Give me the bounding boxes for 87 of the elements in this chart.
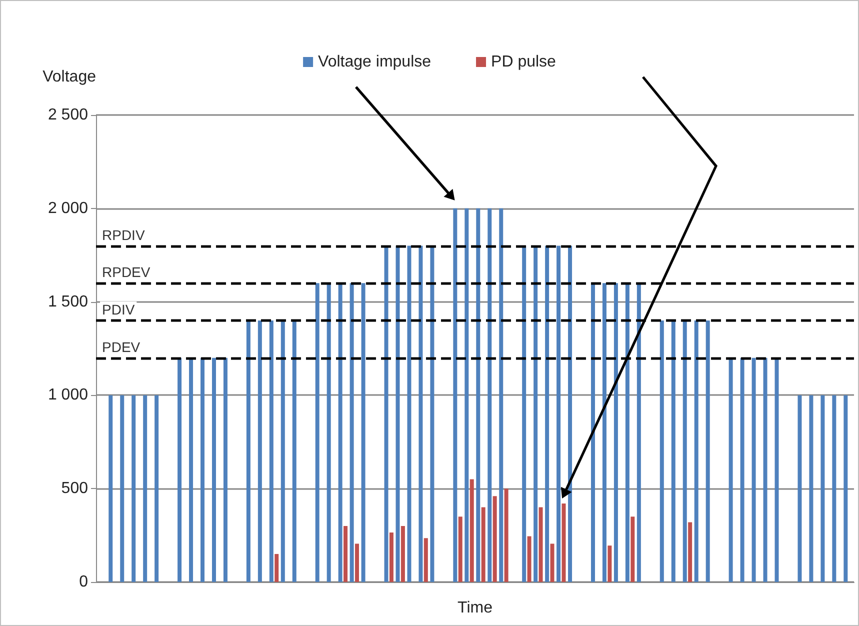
bar	[556, 246, 561, 582]
x-axis-title: Time	[458, 600, 493, 616]
bar	[344, 526, 348, 582]
bar	[499, 208, 504, 582]
bar	[522, 246, 526, 582]
legend-label: Voltage impulse	[318, 54, 432, 70]
y-tick-label: 2 500	[48, 106, 88, 124]
bar	[625, 283, 630, 582]
y-tick-label: 1 500	[48, 293, 88, 310]
bar	[630, 516, 635, 582]
bar	[568, 246, 572, 582]
bar	[280, 320, 285, 582]
bar	[752, 358, 756, 582]
bar	[706, 320, 710, 582]
bar	[774, 358, 779, 582]
bar	[660, 320, 664, 582]
bar	[688, 522, 692, 582]
ref-line-label: RPDEV	[102, 264, 151, 280]
bar	[453, 208, 458, 582]
bar	[143, 395, 148, 582]
bar	[338, 283, 342, 582]
bar	[562, 504, 566, 582]
bar	[602, 283, 606, 582]
bar	[315, 283, 320, 582]
bar	[269, 320, 274, 582]
bar	[682, 320, 687, 582]
bar	[481, 507, 486, 582]
bar	[504, 488, 508, 582]
y-tick-label: 0	[79, 574, 88, 590]
bar	[798, 395, 802, 582]
bar	[200, 358, 205, 582]
y-axis-title: Voltage	[42, 68, 96, 86]
ref-line-label: PDEV	[102, 338, 141, 355]
bar	[534, 246, 538, 582]
bar	[636, 283, 641, 582]
ref-line-label: PDIV	[102, 301, 136, 318]
bar	[763, 358, 768, 582]
y-tick-label: 2 000	[48, 200, 88, 217]
bar	[614, 283, 618, 582]
bar	[671, 320, 676, 582]
bar	[223, 358, 228, 582]
bar	[132, 395, 136, 582]
bar	[492, 496, 497, 582]
bar	[545, 246, 550, 582]
bar	[694, 320, 698, 582]
bar	[178, 358, 182, 582]
legend-label: PD pulse	[491, 54, 556, 70]
y-tick-label: 500	[61, 480, 88, 498]
bar	[740, 358, 744, 582]
bar	[418, 246, 423, 582]
bar	[458, 516, 462, 582]
bar	[470, 479, 474, 582]
bar	[538, 507, 543, 582]
bar	[274, 554, 279, 582]
bar	[820, 395, 825, 582]
y-tick-label: 1 000	[48, 386, 88, 404]
bar	[361, 283, 366, 582]
bar	[292, 320, 296, 582]
bar	[212, 358, 216, 582]
bar	[326, 283, 331, 582]
bar	[350, 283, 354, 582]
bar	[590, 283, 595, 582]
bar	[258, 320, 262, 582]
bar	[108, 395, 113, 582]
bar	[809, 395, 814, 582]
bar	[189, 358, 194, 582]
bar	[246, 320, 250, 582]
bar	[407, 246, 412, 582]
bar	[832, 395, 836, 582]
bar	[424, 538, 428, 582]
bar	[728, 358, 733, 582]
bar	[844, 395, 848, 582]
bar	[355, 544, 360, 582]
bar	[396, 246, 400, 582]
bar	[400, 526, 405, 582]
bar	[476, 208, 480, 582]
bar	[384, 246, 388, 582]
bar	[488, 208, 492, 582]
bar	[608, 546, 612, 582]
bar	[120, 395, 124, 582]
bar	[430, 246, 434, 582]
ref-line-label: RPDIV	[102, 226, 146, 243]
bar	[464, 208, 469, 582]
bar	[527, 536, 532, 582]
bar	[154, 395, 159, 582]
bar	[550, 544, 554, 582]
bar	[389, 532, 394, 582]
